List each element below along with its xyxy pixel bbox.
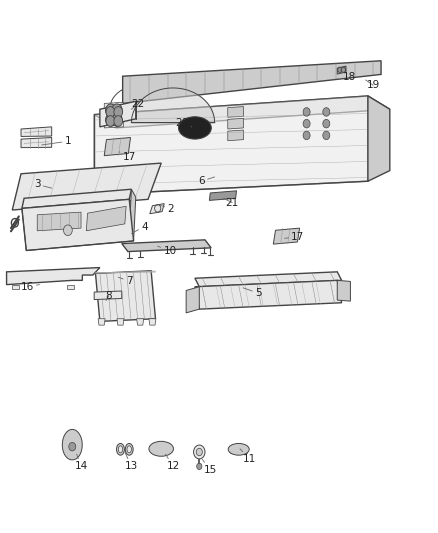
Circle shape: [303, 119, 310, 128]
Polygon shape: [86, 206, 126, 231]
Polygon shape: [67, 285, 74, 289]
Polygon shape: [104, 102, 124, 118]
Polygon shape: [149, 319, 156, 325]
Polygon shape: [94, 96, 368, 195]
Text: 12: 12: [166, 454, 180, 471]
Ellipse shape: [118, 446, 123, 453]
Polygon shape: [137, 319, 144, 325]
Polygon shape: [337, 280, 350, 301]
Polygon shape: [12, 285, 19, 289]
Polygon shape: [230, 446, 237, 453]
Text: 19: 19: [366, 80, 380, 90]
Polygon shape: [273, 228, 300, 244]
Ellipse shape: [178, 117, 211, 139]
Circle shape: [64, 225, 72, 236]
Circle shape: [112, 104, 122, 117]
Polygon shape: [117, 319, 124, 325]
Text: 7: 7: [118, 277, 133, 286]
Polygon shape: [368, 96, 390, 181]
Circle shape: [323, 131, 330, 140]
Circle shape: [323, 108, 330, 116]
Circle shape: [196, 448, 202, 456]
Polygon shape: [122, 240, 211, 252]
Text: 8: 8: [105, 291, 112, 301]
Ellipse shape: [117, 443, 124, 455]
Circle shape: [112, 114, 122, 126]
Text: 15: 15: [202, 459, 217, 475]
Ellipse shape: [125, 443, 133, 455]
Text: 17: 17: [119, 152, 136, 162]
Text: 1: 1: [42, 136, 71, 146]
Text: 2: 2: [159, 204, 174, 214]
Circle shape: [69, 442, 76, 451]
Polygon shape: [37, 212, 81, 231]
Polygon shape: [104, 112, 124, 128]
Ellipse shape: [228, 443, 249, 455]
Polygon shape: [195, 272, 342, 287]
Polygon shape: [104, 138, 131, 156]
Polygon shape: [186, 287, 199, 313]
Polygon shape: [123, 61, 381, 103]
Text: 4: 4: [131, 222, 148, 233]
Text: 18: 18: [339, 72, 356, 82]
Polygon shape: [7, 268, 100, 285]
Polygon shape: [129, 189, 136, 241]
Text: 20: 20: [175, 118, 192, 127]
Polygon shape: [95, 271, 155, 321]
Polygon shape: [195, 280, 342, 309]
Text: 17: 17: [285, 232, 304, 242]
Polygon shape: [154, 446, 160, 452]
Polygon shape: [12, 163, 161, 210]
Circle shape: [197, 463, 202, 470]
Circle shape: [194, 445, 205, 459]
Text: 16: 16: [21, 282, 39, 292]
Polygon shape: [100, 101, 136, 127]
Circle shape: [303, 108, 310, 116]
Circle shape: [106, 116, 115, 126]
Polygon shape: [94, 291, 122, 300]
Text: 22: 22: [131, 99, 145, 109]
Circle shape: [323, 119, 330, 128]
Circle shape: [106, 104, 116, 117]
Polygon shape: [21, 138, 52, 148]
Polygon shape: [162, 446, 169, 452]
Text: 3: 3: [34, 180, 52, 189]
Polygon shape: [150, 204, 164, 214]
Polygon shape: [22, 199, 134, 251]
Polygon shape: [62, 430, 82, 460]
Text: 5: 5: [243, 288, 262, 298]
Polygon shape: [228, 107, 244, 117]
Ellipse shape: [149, 441, 173, 456]
Circle shape: [338, 67, 342, 72]
Polygon shape: [228, 118, 244, 129]
Circle shape: [341, 67, 346, 72]
Polygon shape: [21, 127, 52, 136]
Text: 11: 11: [240, 449, 256, 464]
Polygon shape: [209, 191, 237, 200]
Text: 10: 10: [158, 246, 177, 255]
Text: 14: 14: [74, 454, 88, 471]
Ellipse shape: [127, 446, 131, 453]
Polygon shape: [22, 189, 131, 208]
Circle shape: [303, 131, 310, 140]
Polygon shape: [228, 130, 244, 141]
Polygon shape: [337, 66, 346, 74]
Circle shape: [114, 107, 123, 117]
Text: 6: 6: [198, 176, 215, 186]
Polygon shape: [94, 96, 390, 128]
Text: 13: 13: [125, 452, 138, 471]
Polygon shape: [98, 319, 105, 325]
Circle shape: [106, 114, 116, 126]
Circle shape: [114, 116, 123, 126]
Text: 21: 21: [223, 198, 239, 207]
Circle shape: [106, 107, 115, 117]
Polygon shape: [240, 446, 247, 453]
